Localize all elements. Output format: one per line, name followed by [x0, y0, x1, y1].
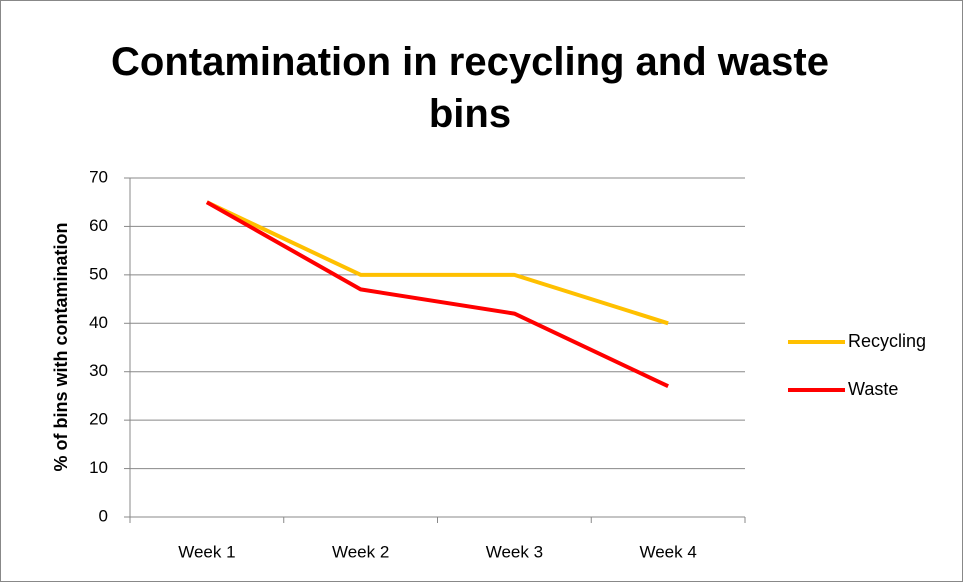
- legend-label: Waste: [848, 379, 898, 399]
- series-line: [206, 200, 669, 326]
- x-tick-label: Week 3: [486, 542, 543, 561]
- y-axis-label: % of bins with contamination: [51, 223, 71, 472]
- series-line: [205, 200, 669, 389]
- legend-label: Recycling: [848, 331, 926, 351]
- y-tick-label: 10: [89, 458, 108, 477]
- y-tick-label: 60: [89, 216, 108, 235]
- chart-title: Contamination in recycling and waste bin…: [111, 40, 829, 136]
- y-tick-label: 50: [89, 264, 108, 283]
- y-tick-label: 0: [99, 506, 108, 525]
- y-tick-label: 20: [89, 410, 108, 429]
- y-tick-label: 70: [89, 167, 108, 186]
- y-tick-label: 30: [89, 361, 108, 380]
- x-tick-label: Week 2: [332, 542, 389, 561]
- x-tick-label: Week 1: [178, 542, 235, 561]
- x-tick-label: Week 4: [639, 542, 696, 561]
- y-tick-label: 40: [89, 313, 108, 332]
